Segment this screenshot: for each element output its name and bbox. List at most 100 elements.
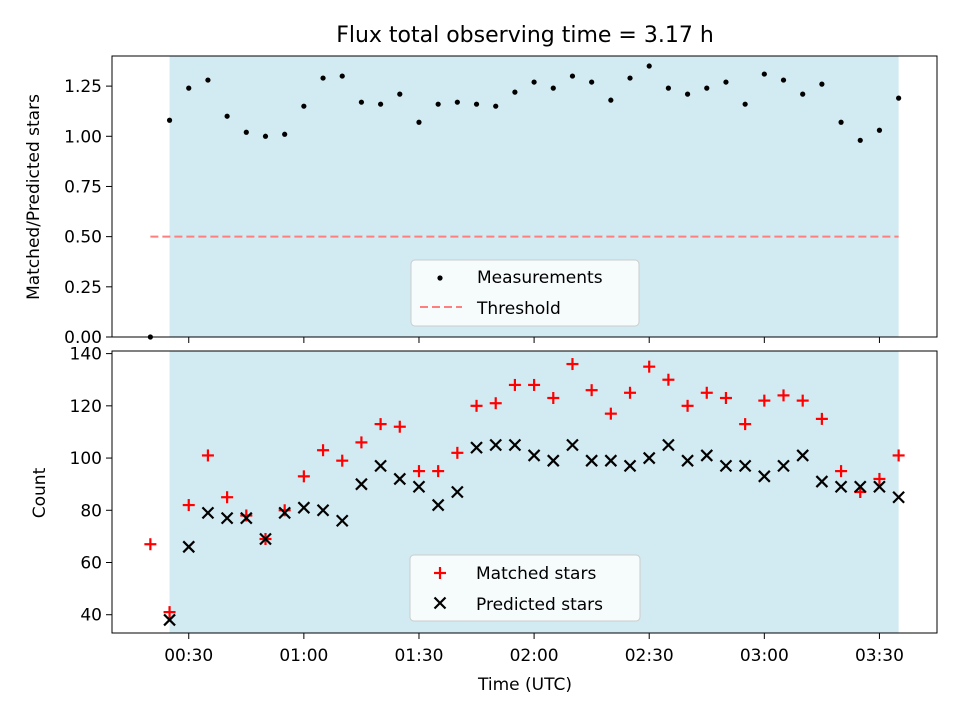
x-tick-label: 03:00 bbox=[740, 646, 789, 666]
measurement-point bbox=[166, 117, 173, 123]
x-tick-label: 01:30 bbox=[394, 646, 443, 666]
predicted-star-point bbox=[719, 459, 733, 473]
predicted-star-point bbox=[642, 451, 656, 465]
y-tick-label: 40 bbox=[80, 606, 102, 626]
measurement-point bbox=[416, 119, 422, 125]
predicted-star-point bbox=[873, 480, 886, 494]
matched-star-point bbox=[662, 373, 675, 386]
matched-star-point bbox=[681, 399, 694, 412]
predicted-star-point bbox=[700, 449, 714, 462]
legend-label-threshold: Threshold bbox=[476, 299, 561, 319]
predicted-marker-b bbox=[451, 485, 464, 499]
measurement-point bbox=[704, 85, 710, 91]
matched-star-point bbox=[758, 394, 771, 407]
measurement-point bbox=[819, 81, 825, 87]
measurement-point bbox=[780, 77, 787, 83]
predicted-star-point bbox=[355, 477, 368, 491]
measurement-point bbox=[665, 85, 671, 91]
measurement-point bbox=[723, 79, 729, 85]
matched-star-point bbox=[489, 397, 502, 410]
matched-star-point bbox=[221, 491, 234, 504]
matched-star-point bbox=[796, 394, 809, 407]
predicted-marker-b bbox=[412, 480, 426, 494]
measurement-point bbox=[608, 97, 614, 103]
legend-label-measurements: Measurements bbox=[477, 268, 603, 288]
measurement-point bbox=[896, 95, 902, 101]
bottom-axes-frame bbox=[111, 350, 938, 634]
matched-star-point bbox=[873, 472, 886, 485]
predicted-star-point bbox=[489, 438, 502, 452]
matched-star-point bbox=[566, 358, 579, 371]
matched-star-point bbox=[585, 384, 598, 397]
measurement-point bbox=[589, 79, 595, 85]
y-tick-label: 100 bbox=[70, 449, 102, 469]
matched-star-point bbox=[508, 378, 521, 391]
predicted-marker-b bbox=[355, 477, 368, 491]
predicted-star-point bbox=[758, 470, 771, 483]
predicted-star-point bbox=[316, 503, 330, 517]
predicted-star-point bbox=[297, 501, 311, 514]
predicted-star-point bbox=[201, 506, 215, 520]
measurement-point bbox=[742, 101, 748, 107]
matched-star-point bbox=[892, 449, 905, 462]
predicted-marker-b bbox=[834, 480, 848, 494]
matched-star-point bbox=[355, 436, 368, 449]
matched-star-point bbox=[643, 360, 656, 373]
predicted-marker-b bbox=[316, 503, 330, 517]
predicted-marker-b bbox=[892, 490, 905, 504]
predicted-star-point bbox=[566, 438, 579, 452]
matched-star-point bbox=[374, 418, 387, 431]
predicted-marker-b bbox=[489, 438, 502, 452]
chart-title: Flux total observing time = 3.17 h bbox=[336, 23, 714, 48]
predicted-marker-b bbox=[547, 454, 560, 467]
matched-star-point bbox=[182, 499, 195, 512]
predicted-star-point bbox=[796, 449, 809, 462]
predicted-star-point bbox=[431, 498, 445, 512]
matched-star-point bbox=[336, 454, 349, 467]
matched-star-point bbox=[412, 465, 425, 478]
predicted-star-point bbox=[412, 480, 426, 494]
bottom-y-ticks: 40 60 80 100 120 140 bbox=[70, 345, 112, 626]
predicted-marker-b bbox=[700, 449, 714, 462]
y-tick-label: 1.25 bbox=[64, 77, 102, 97]
predicted-star-point bbox=[278, 506, 291, 520]
measurement-point bbox=[857, 137, 863, 143]
y-tick-label: 0.75 bbox=[64, 177, 102, 197]
predicted-marker-b bbox=[278, 506, 291, 520]
predicted-star-point bbox=[777, 459, 790, 473]
x-tick-label: 02:00 bbox=[510, 646, 559, 666]
predicted-marker-b bbox=[163, 613, 176, 627]
x-tick-label: 02:30 bbox=[625, 646, 674, 666]
predicted-star-point bbox=[163, 613, 176, 627]
predicted-star-point bbox=[259, 532, 272, 546]
y-tick-label: 0.25 bbox=[64, 278, 102, 298]
top-y-ticks: 0.00 0.25 0.50 0.75 1.00 1.25 bbox=[64, 77, 112, 348]
matched-star-point bbox=[815, 412, 828, 425]
predicted-star-point bbox=[508, 438, 522, 452]
matched-star-point bbox=[297, 470, 310, 483]
y-tick-label: 0.50 bbox=[64, 228, 102, 248]
matched-star-point bbox=[547, 392, 560, 404]
predicted-star-point bbox=[547, 454, 560, 467]
measurement-point bbox=[569, 73, 576, 79]
predicted-marker-b bbox=[259, 532, 272, 546]
measurement-point bbox=[282, 131, 288, 137]
bottom-legend: Matched stars Predicted stars bbox=[409, 554, 641, 622]
measurement-point bbox=[493, 103, 499, 109]
matched-star-point bbox=[451, 446, 464, 459]
measurement-points bbox=[147, 63, 902, 340]
matched-star-point bbox=[470, 399, 483, 412]
predicted-marker-b bbox=[758, 470, 771, 483]
matched-star-point bbox=[777, 389, 790, 402]
bottom-legend-box bbox=[409, 554, 641, 622]
measurement-point bbox=[205, 77, 211, 83]
predicted-star-point bbox=[738, 459, 752, 473]
matched-star-point bbox=[393, 420, 406, 433]
legend-predicted-marker bbox=[433, 596, 447, 610]
y-tick-label: 80 bbox=[80, 501, 102, 521]
measurement-point bbox=[627, 75, 633, 81]
x-tick-label: 00:30 bbox=[164, 646, 213, 666]
predicted-marker-b bbox=[393, 472, 407, 486]
predicted-marker-b bbox=[662, 438, 675, 452]
